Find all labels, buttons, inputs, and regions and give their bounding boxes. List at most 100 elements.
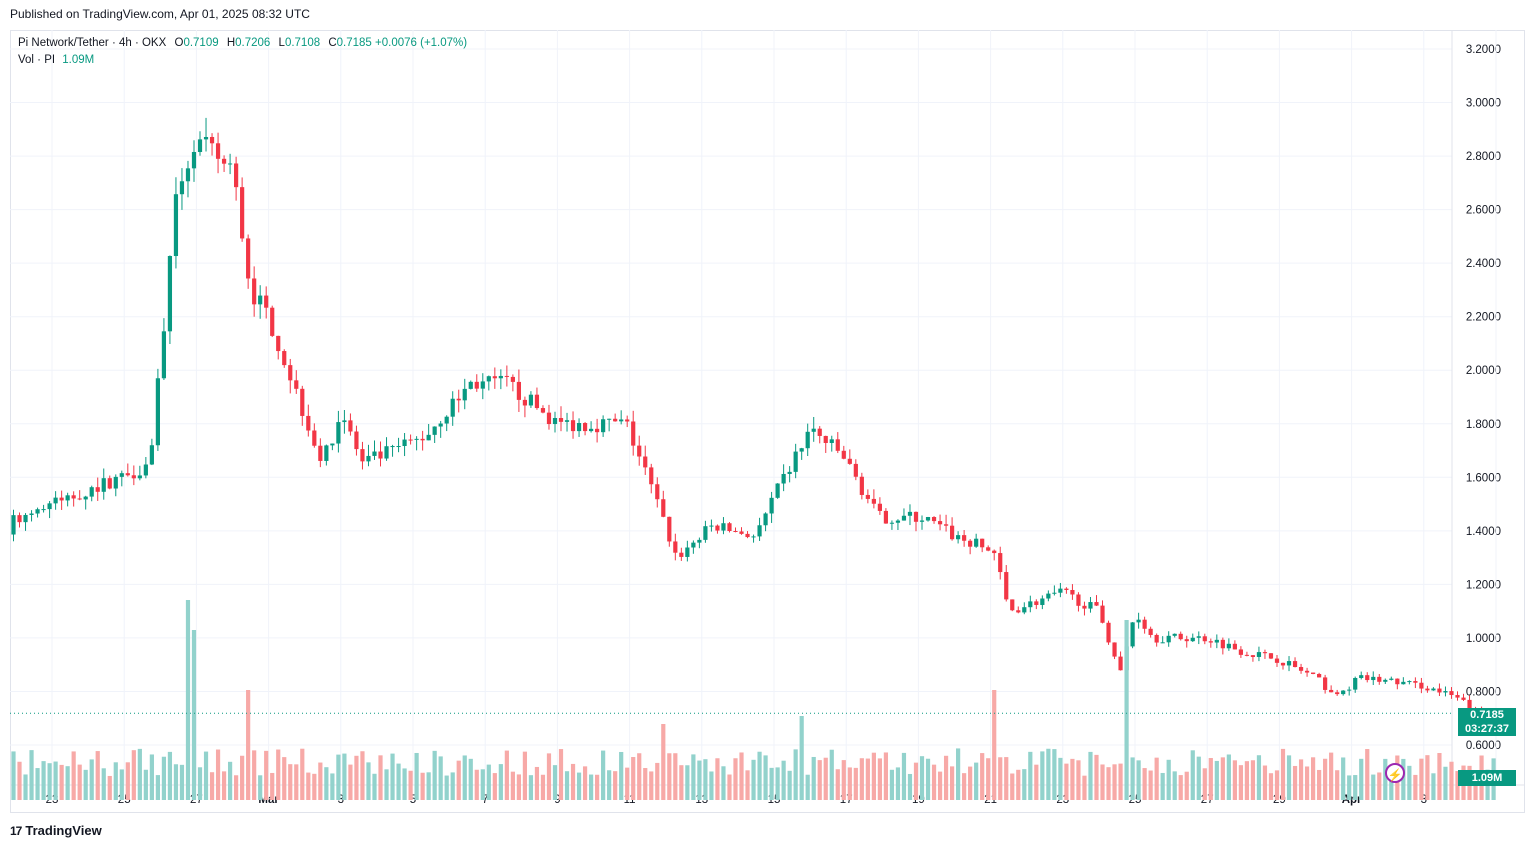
candle-body: [739, 531, 744, 534]
candle-body: [1461, 697, 1466, 700]
candle-body: [324, 445, 329, 461]
candle-body: [1004, 572, 1009, 600]
price-tick-label: 1.0000: [1466, 633, 1501, 645]
candle-body: [877, 503, 882, 511]
volume-bar: [149, 754, 154, 800]
volume-label[interactable]: Vol · PI: [18, 54, 56, 66]
candle-body: [1310, 672, 1316, 674]
candle-body: [751, 536, 756, 538]
volume-bar: [871, 752, 876, 800]
candle-body: [432, 426, 437, 435]
volume-bar: [396, 763, 401, 800]
candle-body: [1353, 677, 1358, 690]
candle-body: [1292, 661, 1298, 668]
candle-body: [23, 514, 28, 523]
volume-bar: [697, 760, 702, 800]
candle-body: [919, 520, 925, 522]
candle-body: [258, 295, 263, 305]
volume-bar: [1190, 750, 1195, 800]
candle-body: [318, 445, 323, 461]
volume-bar: [41, 761, 46, 800]
volume-bar: [1184, 771, 1189, 800]
volume-bar: [540, 774, 546, 800]
volume-bar: [1371, 774, 1376, 800]
volume-bar: [1383, 758, 1388, 800]
volume-bar: [378, 755, 383, 800]
volume-bar: [1016, 769, 1021, 800]
volume-bar: [992, 690, 997, 800]
volume-bar: [480, 769, 485, 800]
candle-body: [763, 513, 768, 526]
volume-bar: [1052, 749, 1057, 800]
high-label: H: [226, 37, 236, 49]
candle-body: [125, 473, 130, 476]
candle-body: [1016, 610, 1021, 613]
candle-body: [288, 365, 293, 381]
candle-body: [516, 381, 521, 400]
candle-body: [570, 420, 576, 432]
candle-body: [1304, 670, 1310, 673]
candle-body: [29, 513, 34, 515]
price-tick-label: 2.2000: [1466, 312, 1501, 324]
volume-bar: [655, 762, 660, 800]
candle-body: [119, 473, 124, 477]
candle-body: [456, 398, 461, 401]
volume-bar: [1124, 620, 1129, 800]
candle-body: [1419, 682, 1424, 689]
volume-bar: [372, 773, 377, 800]
price-chart[interactable]: 3.2000 3.0000 2.8000 2.6000 2.4000 2.2000 2.00…: [10, 30, 1525, 813]
candle-body: [1298, 667, 1304, 671]
candle-body: [1226, 643, 1231, 649]
candle-body: [619, 419, 624, 422]
volume-bar: [1022, 769, 1027, 800]
candle-body: [588, 428, 594, 432]
volume-bar: [1196, 756, 1201, 800]
candle-body: [949, 525, 955, 540]
volume-bar: [829, 749, 834, 800]
candle-body: [1467, 699, 1472, 711]
volume-bar: [1256, 755, 1262, 800]
volume-bar: [1377, 772, 1382, 800]
candle-body: [450, 398, 455, 417]
candle-body: [252, 278, 257, 305]
candle-body: [835, 439, 840, 451]
volume-bar: [805, 774, 810, 800]
candle-body: [775, 483, 780, 498]
volume-bar: [877, 758, 882, 800]
symbol-label[interactable]: Pi Network/Tether · 4h · OKX: [18, 37, 167, 49]
volume-bar: [817, 760, 822, 800]
volume-bar: [456, 760, 461, 800]
volume-bar: [685, 765, 690, 800]
volume-bar: [564, 771, 570, 800]
volume-bar: [1094, 754, 1099, 800]
volume-bar: [360, 751, 365, 800]
candle-body: [360, 449, 365, 462]
volume-bar: [1034, 764, 1039, 800]
volume-bar: [625, 767, 630, 800]
volume-bar: [1178, 775, 1183, 800]
candle-body: [191, 151, 197, 169]
volume-bar: [95, 751, 100, 800]
volume-bar: [137, 748, 142, 800]
lightning-icon[interactable]: ⚡: [1385, 763, 1405, 783]
candle-body: [962, 535, 967, 541]
volume-bar: [444, 775, 449, 800]
volume-bar: [492, 773, 497, 800]
candle-body: [480, 381, 485, 389]
volume-bar: [1347, 775, 1352, 800]
volume-bar: [811, 756, 816, 800]
open-label: O: [174, 37, 184, 49]
volume-bar: [1389, 771, 1394, 800]
candle-body: [1076, 594, 1081, 606]
countdown-value: 03:27:37: [1458, 722, 1516, 736]
volume-bar: [330, 773, 335, 800]
volume-bar: [1232, 760, 1237, 800]
volume-bar: [1280, 748, 1286, 800]
volume-bar: [889, 769, 895, 800]
last-price-value: 0.7185: [1470, 709, 1504, 721]
candle-body: [787, 471, 792, 474]
candle-body: [444, 416, 449, 424]
volume-bar: [89, 759, 94, 800]
volume-bar: [1058, 757, 1063, 800]
candle-body: [1232, 643, 1237, 650]
